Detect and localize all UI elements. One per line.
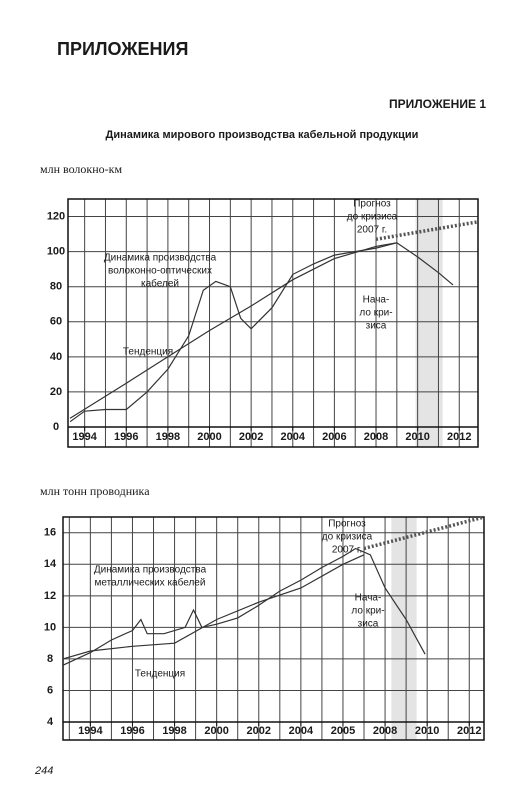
x-tick-label: 2008 bbox=[364, 431, 388, 443]
x-tick-label: 2012 bbox=[457, 725, 481, 737]
y-tick-label: 14 bbox=[44, 558, 57, 570]
x-tick-label: 2010 bbox=[405, 431, 429, 443]
x-tick-label: 2006 bbox=[322, 431, 346, 443]
y-tick-label: 80 bbox=[50, 281, 62, 293]
x-tick-label: 1994 bbox=[72, 431, 97, 443]
x-tick-label: 2005 bbox=[331, 725, 355, 737]
x-tick-label: 2012 bbox=[447, 431, 471, 443]
plot-frame bbox=[62, 516, 485, 741]
annotation: Нача- bbox=[355, 593, 382, 604]
y-tick-label: 4 bbox=[47, 716, 54, 728]
x-tick-label: 1994 bbox=[78, 725, 103, 737]
y-tick-label: 8 bbox=[47, 653, 53, 665]
x-tick-label: 2002 bbox=[247, 725, 271, 737]
series-label: Прогноз bbox=[353, 199, 391, 210]
series-label: 2007 г. bbox=[357, 225, 387, 236]
y-tick-label: 40 bbox=[50, 351, 62, 363]
x-tick-label: 2000 bbox=[204, 725, 228, 737]
y-tick-label: 12 bbox=[44, 590, 56, 602]
y-tick-label: 16 bbox=[44, 527, 56, 539]
annotation: ло кри- bbox=[351, 606, 384, 617]
plot-frame bbox=[67, 198, 479, 448]
x-tick-label: 2000 bbox=[197, 431, 221, 443]
series-label: металлических кабелей bbox=[95, 577, 206, 589]
x-tick-label: 2004 bbox=[281, 431, 306, 443]
series-label: Тенденция bbox=[135, 669, 185, 680]
y-tick-label: 100 bbox=[47, 246, 65, 258]
annotation: зиса bbox=[358, 619, 379, 630]
x-tick-label: 1996 bbox=[114, 431, 138, 443]
caption: Динамика мирового производства кабельной… bbox=[106, 129, 419, 141]
y-tick-label: 0 bbox=[53, 421, 59, 433]
annotation: зиса bbox=[366, 321, 387, 332]
page-header: ПРИЛОЖЕНИЯ bbox=[57, 39, 188, 59]
series-line bbox=[69, 242, 397, 419]
appendix-label: ПРИЛОЖЕНИЕ 1 bbox=[389, 97, 486, 111]
x-tick-label: 2004 bbox=[289, 725, 314, 737]
unit-label: млн тонн проводника bbox=[40, 484, 150, 498]
series-label: Динамика производства bbox=[94, 565, 207, 576]
series-label: 2007 г. bbox=[332, 545, 362, 556]
y-tick-label: 20 bbox=[50, 386, 62, 398]
unit-label: млн волокно-км bbox=[40, 162, 122, 176]
x-tick-label: 2002 bbox=[239, 431, 263, 443]
x-tick-label: 1998 bbox=[162, 725, 186, 737]
y-tick-label: 6 bbox=[47, 684, 53, 696]
series-label: кабелей bbox=[141, 278, 179, 290]
annotation: ло кри- bbox=[359, 308, 392, 319]
series-label: до кризиса bbox=[322, 532, 373, 543]
page-number: 244 bbox=[34, 765, 53, 777]
x-tick-label: 1998 bbox=[156, 431, 180, 443]
forecast-line bbox=[363, 515, 485, 551]
y-tick-label: 10 bbox=[44, 621, 56, 633]
x-tick-label: 2010 bbox=[415, 725, 439, 737]
series-label: Прогноз bbox=[328, 519, 366, 530]
forecast-line bbox=[375, 220, 479, 242]
series-line bbox=[69, 242, 454, 423]
series-label: до кризиса bbox=[347, 212, 398, 223]
y-tick-label: 60 bbox=[50, 316, 62, 328]
shaded-region bbox=[391, 517, 417, 740]
series-label: волоконно-оптических bbox=[108, 266, 212, 277]
x-tick-label: 2008 bbox=[373, 725, 397, 737]
series-label: Тенденция bbox=[123, 347, 173, 358]
series-label: Динамика производства bbox=[104, 253, 217, 264]
annotation: Нача- bbox=[363, 295, 390, 306]
x-tick-label: 1996 bbox=[120, 725, 144, 737]
series-line bbox=[62, 554, 365, 660]
y-tick-label: 120 bbox=[47, 210, 65, 222]
series-line bbox=[62, 547, 426, 666]
